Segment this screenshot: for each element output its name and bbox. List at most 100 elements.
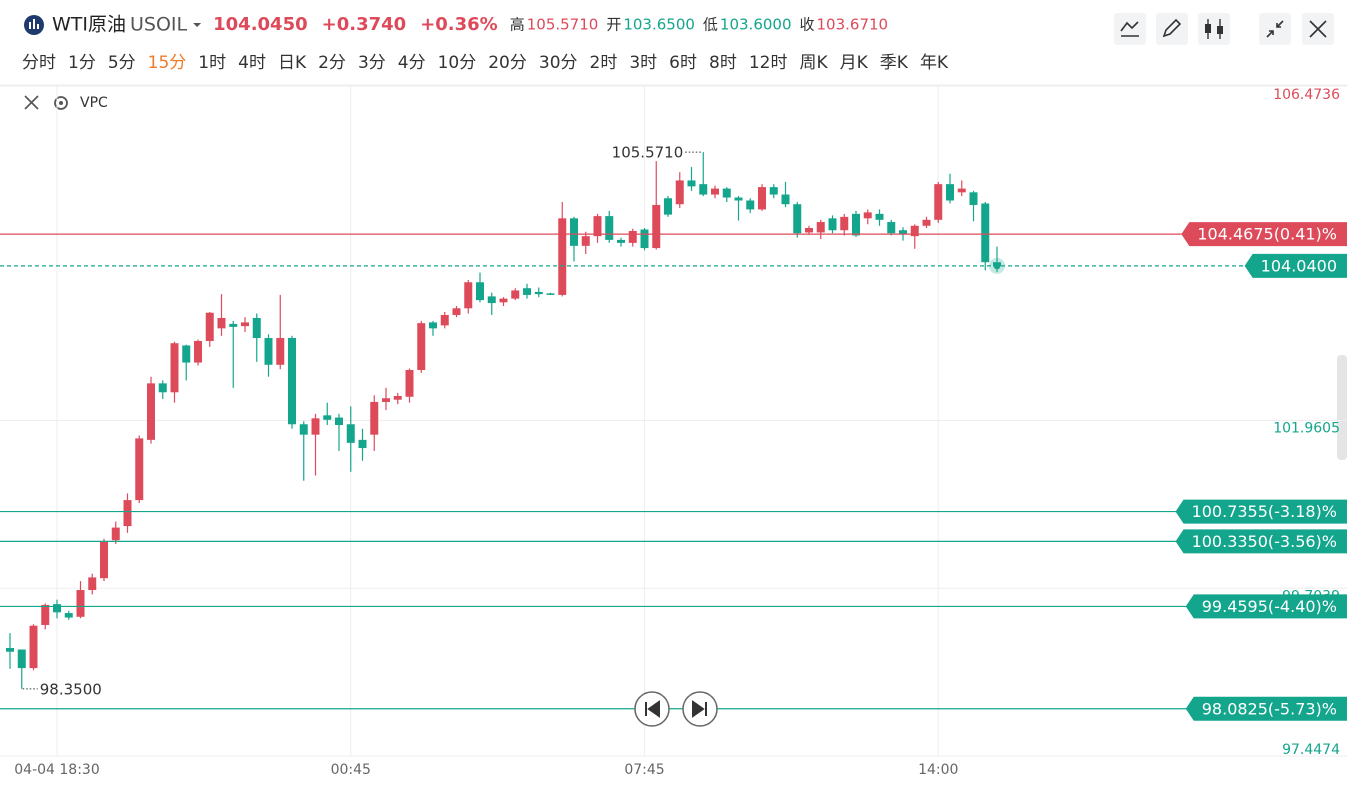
stat-value: 105.5710	[527, 16, 599, 34]
timeframe-button[interactable]: 6时	[669, 53, 697, 73]
candle-body	[464, 282, 473, 309]
candle-body	[452, 308, 461, 315]
price-line-label: 99.4595(-4.40)%	[1185, 594, 1347, 619]
candle-body	[981, 203, 990, 263]
candle-body	[288, 338, 296, 425]
indicator-name: VPC	[80, 95, 108, 111]
price-label-text: 100.7355(-3.18)%	[1192, 502, 1337, 521]
tool-button[interactable]	[1114, 13, 1146, 45]
candle-body	[370, 401, 379, 435]
timeframe-button[interactable]: 10分	[438, 53, 477, 73]
tool-button[interactable]	[1259, 13, 1291, 45]
price-label-text: 98.0825(-5.73)%	[1202, 699, 1337, 718]
price-line-label: 98.0825(-5.73)%	[1185, 696, 1347, 721]
candle-body	[358, 439, 367, 449]
candle-body	[687, 180, 696, 187]
price-label-box	[1175, 529, 1347, 554]
y-tick-label: 106.4736	[1273, 87, 1340, 103]
price-label-box	[1185, 696, 1347, 721]
candle-body	[722, 188, 731, 198]
price-label-box	[1185, 594, 1347, 619]
timeframe-button[interactable]: 2时	[590, 53, 618, 73]
timeframe-button[interactable]: 3分	[358, 53, 386, 73]
candle-body	[429, 322, 437, 329]
candle-body	[41, 604, 50, 625]
price-change: +0.3740	[322, 14, 407, 35]
candle-body	[346, 424, 355, 443]
timeframe-button[interactable]: 1分	[68, 53, 96, 73]
timeframe-button[interactable]: 2分	[318, 53, 346, 73]
candle-body	[182, 345, 191, 363]
candle-body	[440, 314, 449, 326]
timeframe-button[interactable]: 4分	[398, 53, 426, 73]
dropdown-icon[interactable]	[193, 23, 202, 27]
candle-body	[252, 317, 261, 339]
candle-body	[593, 216, 602, 237]
timeframe-button[interactable]: 4时	[238, 53, 266, 73]
candle-body	[675, 180, 684, 205]
timeframe-button[interactable]: 1时	[198, 53, 226, 73]
timeframe-button[interactable]: 日K	[278, 53, 307, 73]
timeframe-button[interactable]: 3时	[629, 53, 657, 73]
symbol-name: WTI原油	[52, 14, 126, 36]
candle-body	[863, 212, 872, 219]
candle-body	[534, 291, 543, 295]
nav-buttons[interactable]	[634, 691, 718, 727]
candle-body	[64, 613, 73, 618]
annotation-label: 105.5710	[612, 144, 684, 162]
candle-body	[805, 227, 813, 233]
timeframe-button[interactable]: 8时	[709, 53, 737, 73]
timeframe-button[interactable]: 5分	[108, 53, 136, 73]
candle-body	[382, 398, 390, 402]
stat-label: 开	[606, 16, 621, 34]
candle-body	[969, 192, 978, 205]
indicator-controls[interactable]: VPC	[24, 95, 108, 111]
icon	[645, 700, 660, 718]
price-label-text: 104.4675(0.41)%	[1197, 225, 1337, 244]
tool-button[interactable]	[1156, 13, 1188, 45]
close-icon[interactable]	[24, 95, 39, 110]
candle-body	[264, 338, 273, 365]
candle-body	[217, 317, 226, 329]
candle-body	[523, 288, 531, 295]
price-line-label: 100.3350(-3.56)%	[1175, 529, 1347, 554]
candle-body	[135, 438, 144, 501]
candle-body	[499, 298, 508, 303]
settings-icon[interactable]	[54, 96, 68, 110]
price-label-box	[1181, 222, 1347, 247]
stat-label: 收	[800, 16, 815, 34]
timeframe-button[interactable]: 分时	[22, 53, 56, 73]
scrollbar[interactable]	[1337, 355, 1347, 460]
candle-body	[605, 216, 614, 240]
timeframe-button[interactable]: 月K	[840, 53, 869, 73]
tool-button[interactable]	[1198, 13, 1230, 45]
candle-body	[640, 229, 649, 249]
stat-label: 低	[703, 16, 718, 34]
timeframe-button[interactable]: 30分	[539, 53, 578, 73]
timeframe-button[interactable]: 15分	[148, 53, 187, 73]
candle-body	[816, 222, 825, 233]
x-tick-label: 04-04 18:30	[14, 762, 99, 778]
candle-body	[922, 219, 931, 226]
timeframe-button[interactable]: 12时	[749, 53, 788, 73]
icon	[1120, 21, 1139, 37]
candle-body	[405, 369, 414, 397]
price-label-text: 104.0400	[1261, 256, 1337, 275]
symbol-code: USOIL	[130, 14, 188, 36]
timeframe-button[interactable]: 20分	[488, 53, 527, 73]
annotation-label: 98.3500	[40, 680, 102, 698]
timeframe-button[interactable]: 周K	[799, 53, 828, 73]
timeframe-button[interactable]: 年K	[920, 53, 949, 73]
icon	[692, 700, 707, 718]
stat-value: 103.6710	[817, 16, 889, 34]
toolbar[interactable]	[1114, 13, 1334, 45]
timeframe-button[interactable]: 季K	[880, 53, 909, 73]
candle-body	[194, 340, 202, 363]
price-line-label: 100.7355(-3.18)%	[1175, 499, 1347, 524]
candle-body	[476, 282, 484, 301]
candle-body	[957, 188, 966, 193]
candle-body	[100, 540, 108, 579]
candle-body	[158, 383, 167, 393]
